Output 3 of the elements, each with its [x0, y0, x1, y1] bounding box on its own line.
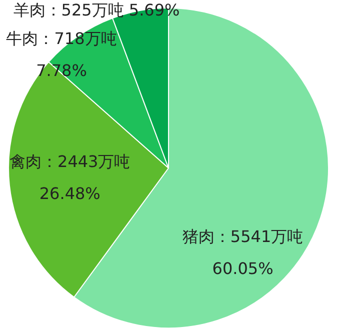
slice-label: 猪肉：5541万吨 60.05% — [182, 226, 304, 278]
slice-label: 羊肉：525万吨 5.69% — [13, 0, 180, 20]
slice-label: 禽肉：2443万吨 26.48% — [10, 152, 130, 203]
